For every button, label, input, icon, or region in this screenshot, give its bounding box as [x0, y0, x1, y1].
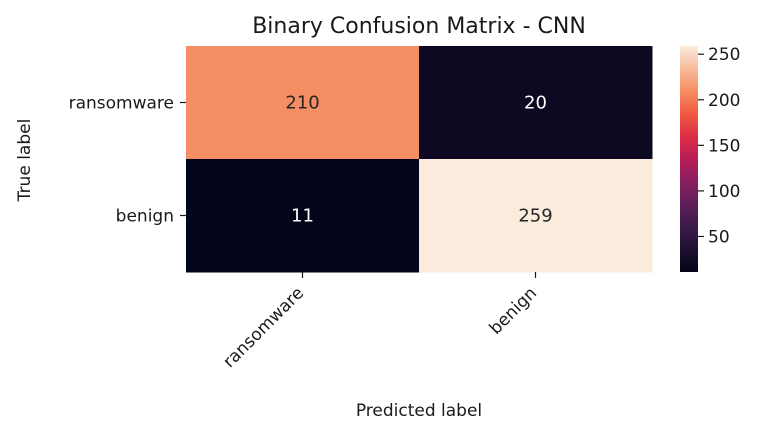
colorbar-tick-label: 250 — [708, 45, 740, 65]
cell-value-label: 259 — [518, 206, 552, 227]
heatmap-cells: 210 20 11 259 — [186, 46, 653, 273]
cell-value-label: 210 — [285, 93, 319, 114]
cell-value-label: 20 — [524, 93, 547, 114]
y-tick-label: benign — [116, 207, 174, 227]
colorbar-tick-label: 200 — [708, 91, 740, 111]
colorbar — [680, 46, 698, 272]
y-tick-label: ransomware — [69, 94, 174, 114]
heatmap-cell-ransomware-ransomware — [186, 46, 420, 160]
colorbar-tick-label: 50 — [708, 227, 730, 247]
heatmap-cell-benign-ransomware — [186, 159, 420, 273]
x-tick-label: ransomware — [219, 283, 308, 372]
heatmap-cell-ransomware-benign — [419, 46, 653, 160]
x-axis-label: Predicted label — [356, 401, 482, 421]
y-axis-label: True label — [15, 119, 35, 203]
colorbar-tick-label: 150 — [708, 136, 740, 156]
colorbar-tick-label: 100 — [708, 182, 740, 202]
heatmap-cell-benign-benign — [419, 159, 653, 273]
x-tick-label: benign — [486, 283, 541, 338]
colorbar-ticks: 50 100 150 200 250 — [698, 45, 740, 247]
chart-title: Binary Confusion Matrix - CNN — [252, 14, 586, 39]
cell-value-label: 11 — [291, 206, 314, 227]
